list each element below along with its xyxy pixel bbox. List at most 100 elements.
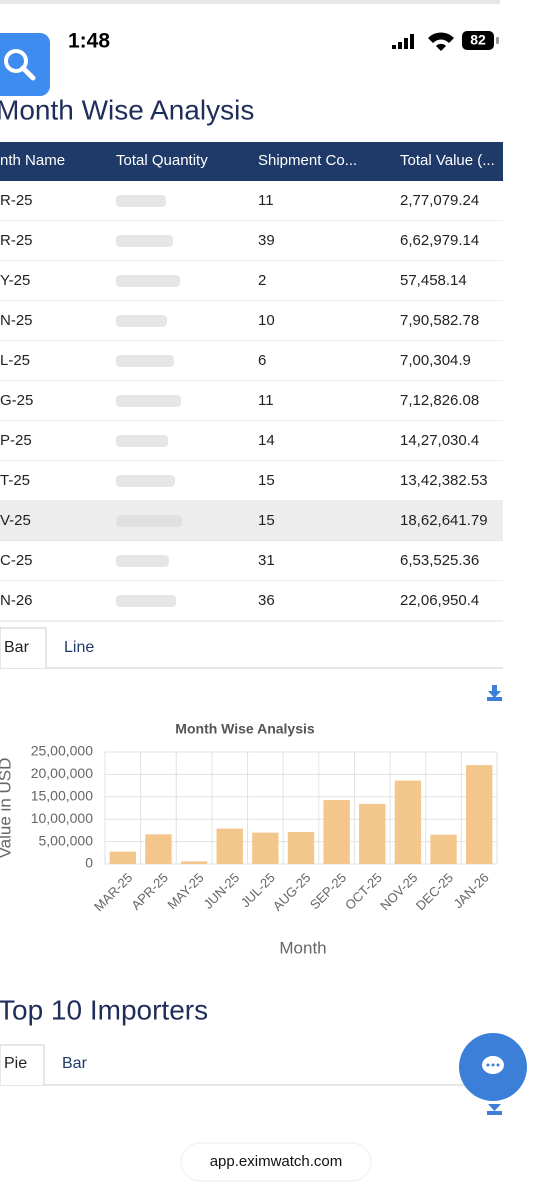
bar bbox=[216, 828, 243, 864]
table-cell: N-25 bbox=[0, 312, 33, 329]
table-cell: 11 bbox=[258, 192, 274, 209]
top-bar bbox=[0, 0, 500, 4]
chart-title: Month Wise Analysis bbox=[175, 721, 315, 737]
search-button[interactable] bbox=[0, 33, 50, 96]
y-axis-label: Value in USD bbox=[0, 758, 14, 859]
x-tick-label: OCT-25 bbox=[342, 870, 385, 913]
table-row bbox=[0, 261, 503, 301]
table-row bbox=[0, 181, 503, 221]
section-heading: Top 10 Importers bbox=[0, 994, 208, 1025]
tab[interactable]: Pie bbox=[4, 1055, 27, 1072]
tab-bar bbox=[0, 627, 503, 669]
table-row bbox=[0, 341, 503, 381]
table-cell: 18,62,641.79 bbox=[400, 512, 488, 529]
bar bbox=[109, 851, 137, 864]
blurred-cell bbox=[116, 595, 176, 607]
y-tick-label: 15,00,000 bbox=[31, 788, 93, 804]
tab[interactable]: Line bbox=[64, 639, 94, 656]
table-cell: 10 bbox=[258, 312, 275, 329]
table-cell: R-25 bbox=[0, 192, 33, 209]
table-cell: 14 bbox=[258, 432, 275, 449]
table-cell: 2 bbox=[258, 272, 266, 289]
table-cell: V-25 bbox=[0, 512, 31, 529]
blurred-cell bbox=[116, 395, 181, 407]
table-cell: Y-25 bbox=[0, 272, 30, 289]
x-tick-label: SEP-25 bbox=[307, 870, 349, 912]
table-row bbox=[0, 581, 503, 621]
table-cell: 7,90,582.78 bbox=[400, 312, 479, 329]
table-row bbox=[0, 421, 503, 461]
chat-button[interactable] bbox=[459, 1033, 527, 1101]
blurred-cell bbox=[116, 235, 173, 247]
x-axis-label: Month bbox=[279, 938, 326, 957]
bar bbox=[359, 803, 386, 864]
table-cell: C-25 bbox=[0, 552, 33, 569]
table-row bbox=[0, 301, 503, 341]
table-cell: 15 bbox=[258, 512, 275, 529]
y-tick-label: 25,00,000 bbox=[31, 743, 93, 759]
url-pill bbox=[180, 1142, 372, 1182]
download-icon[interactable] bbox=[487, 685, 502, 701]
table-cell: L-25 bbox=[0, 352, 30, 369]
tab[interactable]: Bar bbox=[4, 639, 30, 656]
table: nth Name Total Quantity Shipment Co... Tota… bbox=[0, 152, 503, 622]
table-cell: T-25 bbox=[0, 472, 30, 489]
blurred-cell bbox=[116, 355, 174, 367]
bar bbox=[145, 834, 172, 864]
table-cell: 7,00,304.9 bbox=[400, 352, 471, 369]
table-cell: 11 bbox=[258, 392, 274, 409]
x-tick-label: MAY-25 bbox=[164, 870, 206, 912]
y-tick-label: 20,00,000 bbox=[31, 765, 93, 781]
table-cell: P-25 bbox=[0, 432, 32, 449]
table-cell: 57,458.14 bbox=[400, 272, 467, 289]
blurred-cell bbox=[116, 555, 169, 567]
bar bbox=[394, 780, 422, 864]
bar bbox=[465, 765, 493, 864]
table-row bbox=[0, 541, 503, 581]
y-tick-label: 0 bbox=[85, 855, 93, 871]
x-tick-label: JUN-25 bbox=[201, 870, 243, 912]
table-cell: 2,77,079.24 bbox=[400, 192, 479, 209]
bar bbox=[287, 832, 315, 864]
download-icon[interactable] bbox=[487, 1104, 502, 1115]
table-row bbox=[0, 381, 503, 421]
blurred-cell bbox=[116, 315, 167, 327]
x-tick-label: JAN-26 bbox=[450, 870, 491, 911]
table-cell: R-25 bbox=[0, 232, 33, 249]
table-header bbox=[0, 142, 503, 181]
table-cell: 6,53,525.36 bbox=[400, 552, 479, 569]
table-row bbox=[0, 221, 503, 261]
blurred-cell bbox=[116, 195, 166, 207]
table-cell: 6,62,979.14 bbox=[400, 232, 479, 249]
table-cell: 7,12,826.08 bbox=[400, 392, 479, 409]
y-tick-label: 5,00,000 bbox=[39, 832, 94, 848]
bar bbox=[323, 800, 350, 864]
column-header: Shipment Co... bbox=[258, 152, 357, 169]
x-tick-label: DEC-25 bbox=[413, 870, 456, 913]
tab[interactable]: Bar bbox=[62, 1055, 88, 1072]
x-tick-label: AUG-25 bbox=[270, 870, 314, 914]
table-cell: 22,06,950.4 bbox=[400, 592, 479, 609]
bar bbox=[252, 832, 279, 864]
x-tick-label: APR-25 bbox=[128, 870, 171, 913]
table-cell: 31 bbox=[258, 552, 275, 569]
blurred-cell bbox=[116, 275, 180, 287]
battery-level: 82 bbox=[470, 32, 486, 48]
status-time: 1:48 bbox=[68, 30, 110, 53]
table-row bbox=[0, 461, 503, 501]
table-cell: N-26 bbox=[0, 592, 33, 609]
section-heading: Month Wise Analysis bbox=[0, 94, 254, 125]
bar bbox=[430, 834, 457, 864]
blurred-cell bbox=[116, 435, 168, 447]
column-header: nth Name bbox=[0, 152, 65, 169]
table-cell: 15 bbox=[258, 472, 275, 489]
blurred-cell bbox=[116, 475, 175, 487]
x-tick-label: NOV-25 bbox=[377, 870, 420, 913]
column-header: Total Quantity bbox=[116, 152, 208, 169]
column-header: Total Value (... bbox=[400, 152, 495, 169]
table-cell: 6 bbox=[258, 352, 266, 369]
table-row bbox=[0, 501, 503, 541]
table-cell: 36 bbox=[258, 592, 275, 609]
